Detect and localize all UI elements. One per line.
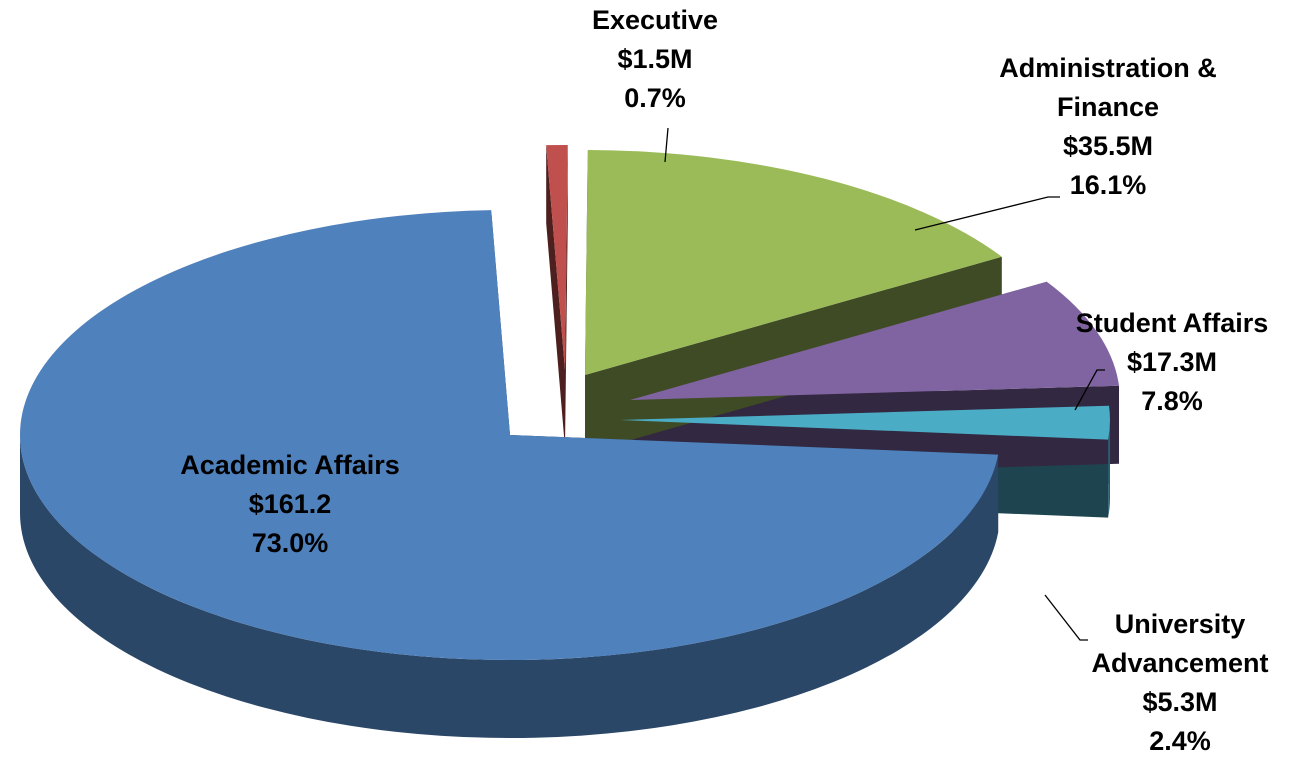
slice-side — [546, 145, 565, 449]
value-label: 7.8% — [1141, 386, 1203, 416]
leader-line — [1044, 594, 1088, 641]
amount-label: $1.5M — [617, 44, 692, 74]
leader-line — [914, 196, 1060, 231]
category-label: Executive — [592, 5, 718, 35]
value-label: 0.7% — [624, 83, 686, 113]
amount-label: $35.5M — [1063, 131, 1153, 161]
pie — [19, 145, 1120, 738]
amount-label: $5.3M — [1142, 687, 1217, 717]
category-label: Academic Affairs — [180, 450, 400, 480]
category-label: Student Affairs — [1076, 308, 1269, 338]
slice-side — [20, 435, 999, 738]
leader-line — [1074, 369, 1105, 411]
slice — [620, 405, 1110, 440]
slice — [19, 210, 999, 660]
slice — [630, 281, 1120, 400]
amount-label: $17.3M — [1127, 347, 1217, 377]
value-label: 2.4% — [1149, 726, 1211, 756]
amount-label: $161.2 — [249, 489, 332, 519]
slice-side — [1108, 420, 1110, 518]
labels: Academic Affairs $161.2 73.0% Executive $1.5… — [180, 5, 1268, 756]
slice — [585, 150, 1002, 375]
category-label: University Advancement — [1091, 609, 1268, 678]
leader-line — [664, 127, 669, 163]
slice — [546, 145, 568, 370]
value-label: 16.1% — [1070, 170, 1147, 200]
value-label: 73.0% — [252, 528, 329, 558]
category-label: Administration & Finance — [999, 53, 1217, 122]
slice-side — [565, 145, 568, 448]
